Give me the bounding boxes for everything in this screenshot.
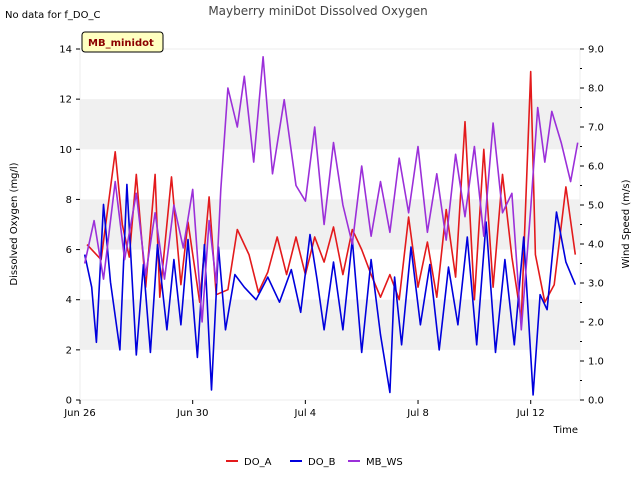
y2-axis-label: Wind Speed (m/s) xyxy=(621,179,632,268)
y2-tick-label: 1.0 xyxy=(588,357,604,368)
x-tick-label: Jun 30 xyxy=(176,408,209,419)
y-tick-label: 14 xyxy=(59,45,72,56)
y-axis-left: 0 2 4 6 8 10 12 14 xyxy=(59,45,80,407)
y-tick-label: 0 xyxy=(66,396,72,407)
series-line-do-b xyxy=(83,183,577,396)
x-axis: Jun 26 Jun 30 Jul 4 Jul 8 Jul 12 xyxy=(63,400,545,419)
chart-title: Mayberry miniDot Dissolved Oxygen xyxy=(208,4,427,18)
x-tick-label: Jul 8 xyxy=(406,408,429,419)
legend: DO_A DO_B MB_WS xyxy=(226,457,403,468)
y-tick-label: 10 xyxy=(59,145,72,156)
badge-box xyxy=(81,31,164,53)
y-tick-label: 8 xyxy=(66,195,72,206)
legend-label: DO_B xyxy=(308,457,336,468)
y2-tick-label: 4.0 xyxy=(588,240,604,251)
legend-label: DO_A xyxy=(244,457,272,468)
y-tick-label: 4 xyxy=(66,295,72,306)
y-axis-right: 0.0 1.0 2.0 3.0 4.0 5.0 6.0 7.0 8.0 9.0 xyxy=(580,45,604,407)
badge: MB_minidot xyxy=(81,31,164,53)
x-tick-label: Jul 12 xyxy=(516,408,545,419)
y2-tick-label: 2.0 xyxy=(588,318,604,329)
x-tick-label: Jul 4 xyxy=(294,408,317,419)
y2-tick-label: 7.0 xyxy=(588,123,604,134)
background-bands xyxy=(80,99,580,350)
y2-tick-label: 5.0 xyxy=(588,201,604,212)
y-axis-label: Dissolved Oxygen (mg/l) xyxy=(9,162,20,285)
shaded-band-2 xyxy=(80,99,580,150)
y2-tick-label: 3.0 xyxy=(588,279,604,290)
legend-label: MB_WS xyxy=(366,457,403,468)
y2-tick-label: 9.0 xyxy=(588,45,604,56)
y2-tick-label: 0.0 xyxy=(588,396,604,407)
shaded-band-0 xyxy=(80,299,580,350)
y-tick-label: 6 xyxy=(66,245,72,256)
x-tick-label: Jun 26 xyxy=(63,408,96,419)
y-tick-label: 12 xyxy=(59,95,72,106)
y-tick-label: 2 xyxy=(66,345,72,356)
y2-tick-label: 8.0 xyxy=(588,84,604,95)
badge-label: MB_minidot xyxy=(88,38,154,49)
no-data-note: No data for f_DO_C xyxy=(5,10,101,21)
series-line-mb-ws xyxy=(83,55,579,331)
y2-tick-label: 6.0 xyxy=(588,162,604,173)
x-axis-label: Time xyxy=(553,425,578,436)
series-line-do-a xyxy=(86,70,577,321)
series-layer xyxy=(83,55,579,396)
